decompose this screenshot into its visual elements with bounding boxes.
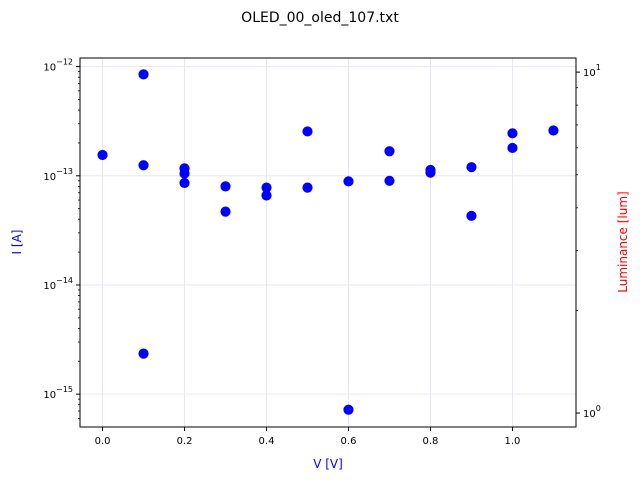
y2-axis-label: Luminance [lum]: [616, 191, 630, 292]
data-point: [466, 210, 477, 221]
data-point: [548, 125, 559, 136]
data-point: [507, 128, 518, 139]
y-axis: 10−15 10−14 10−13 10−12: [43, 58, 80, 419]
data-point: [138, 348, 149, 359]
data-point: [179, 168, 190, 179]
chart-title: OLED_00_oled_107.txt: [241, 10, 399, 26]
x-tick-label: 0.2: [177, 436, 193, 447]
y-axis-label: I [A]: [10, 230, 24, 255]
data-point: [343, 404, 354, 415]
data-point: [97, 149, 108, 161]
data-point: [384, 146, 395, 157]
data-point: [466, 162, 477, 173]
data-point: [220, 181, 231, 192]
data-point: [384, 175, 395, 186]
data-point: [507, 142, 518, 154]
x-tick-label: 0.8: [423, 436, 439, 447]
data-point: [138, 69, 149, 80]
x-tick-label: 1.0: [505, 436, 521, 447]
data-point: [261, 190, 272, 201]
y-tick-label: 10−14: [43, 276, 73, 292]
y-tick-label: 10−15: [43, 385, 73, 401]
plot-frame: [79, 57, 577, 428]
y2-tick-label: 100: [583, 404, 601, 420]
x-axis-label: V [V]: [313, 457, 343, 471]
x-tick-label: 0.4: [259, 436, 275, 447]
y-tick-label: 10−12: [43, 58, 73, 74]
y2-tick-label: 101: [583, 63, 601, 79]
data-point: [179, 177, 190, 189]
data-points: [97, 69, 559, 415]
y-tick-label: 10−13: [43, 167, 73, 183]
x-tick-label: 0.6: [341, 436, 357, 447]
data-point: [302, 182, 313, 193]
x-tick-label: 0.0: [95, 436, 111, 447]
grid-layer: [80, 58, 576, 427]
data-point: [220, 206, 231, 217]
data-point: [343, 176, 354, 187]
data-point: [425, 167, 436, 178]
x-axis: 0.0 0.2 0.4 0.6 0.8 1.0: [95, 427, 521, 447]
y2-axis: 100 101: [576, 63, 601, 420]
data-point: [302, 126, 313, 137]
data-point: [138, 160, 149, 171]
